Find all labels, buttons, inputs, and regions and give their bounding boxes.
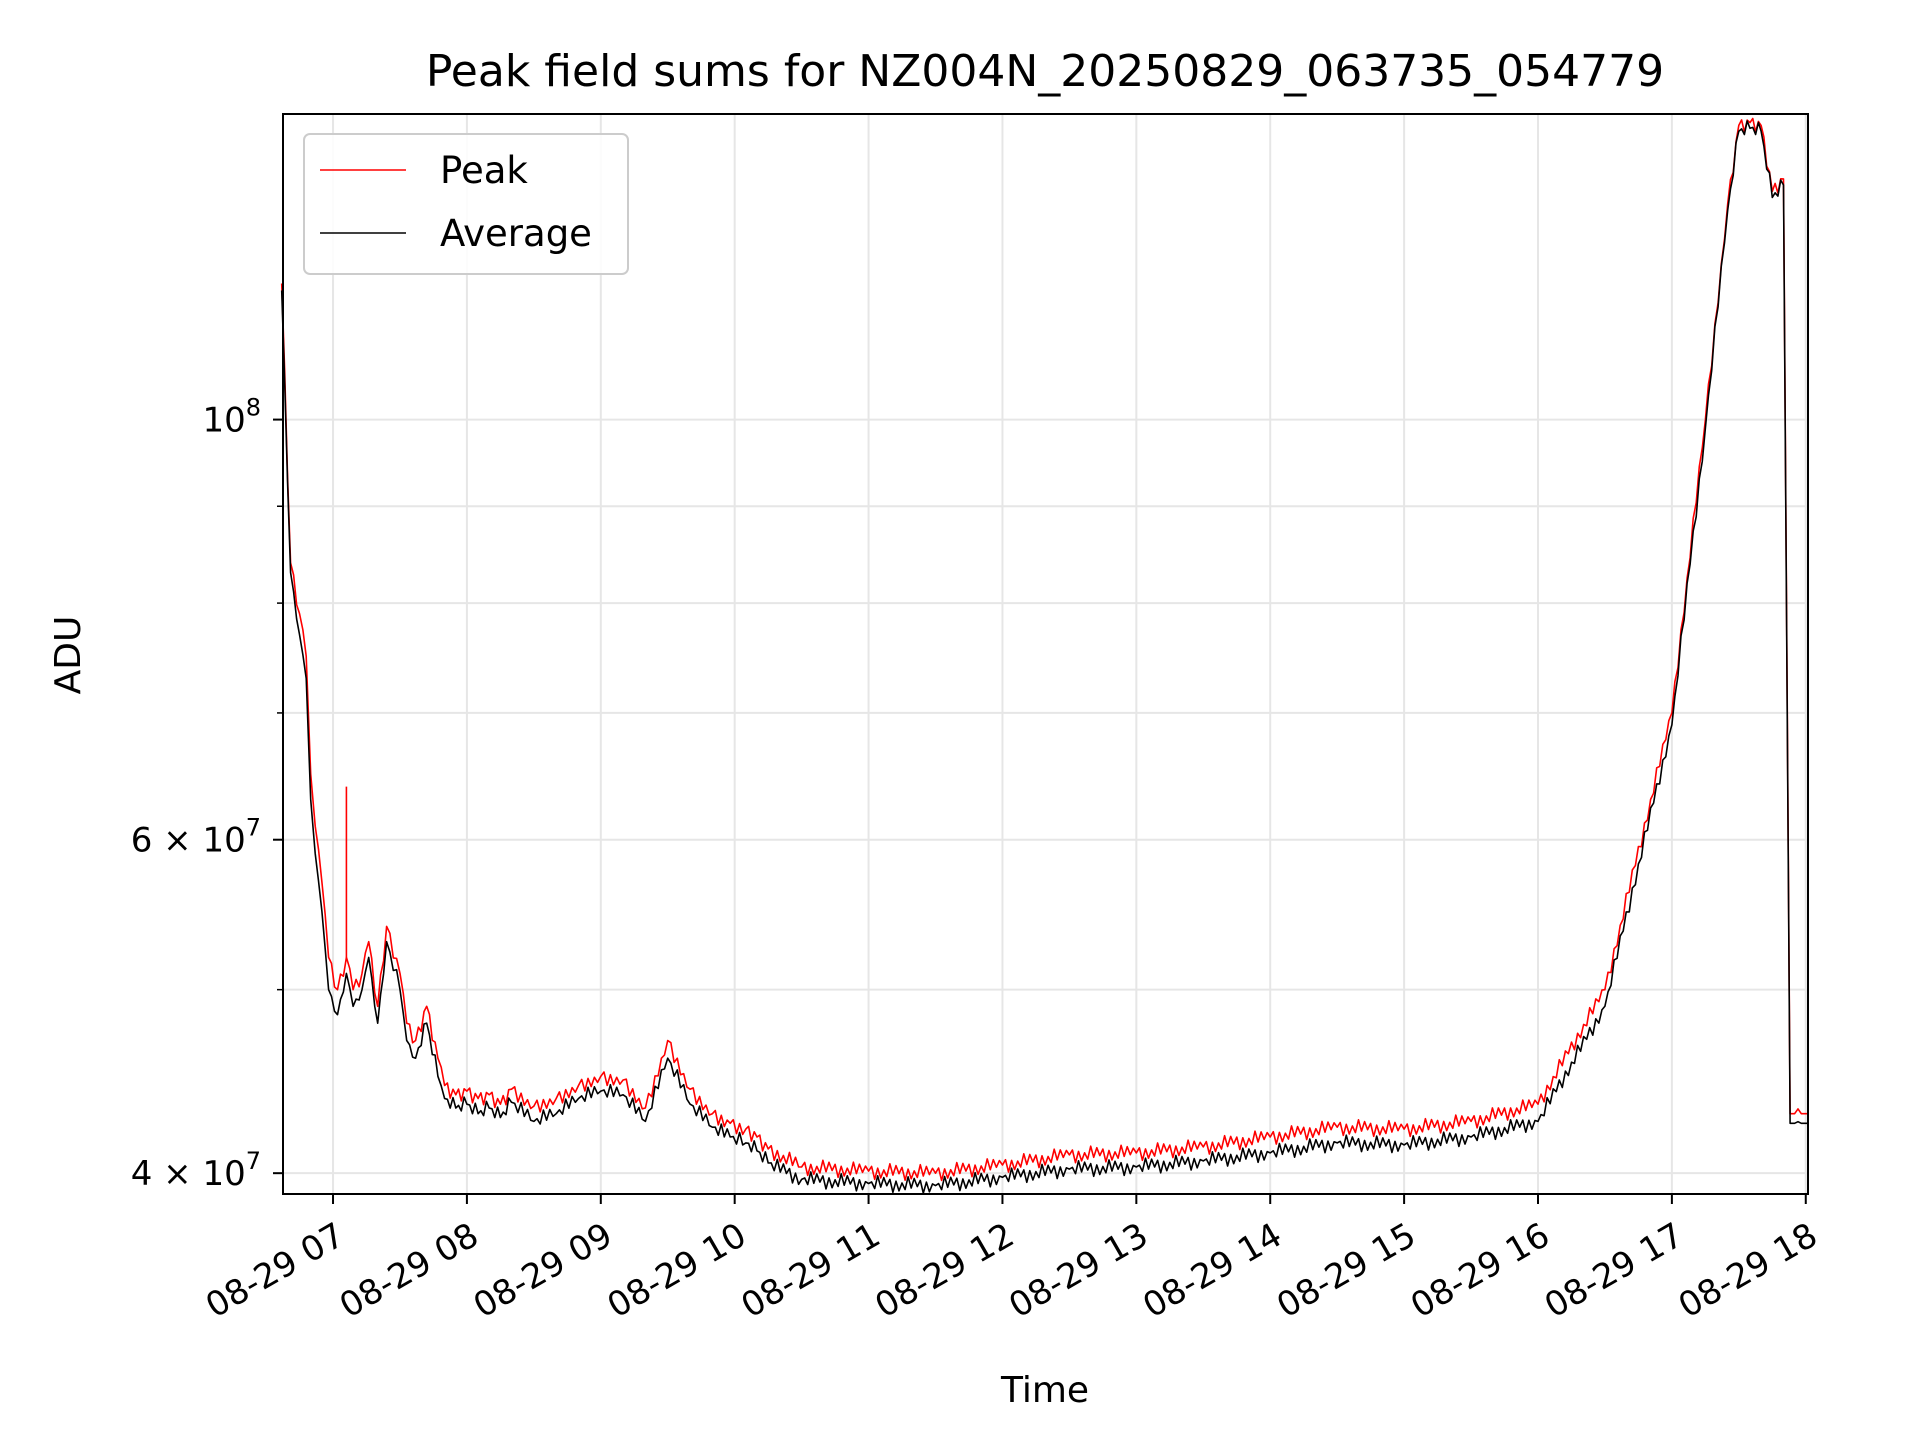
legend-box [303,133,629,275]
x-tick-label: 08-29 16 [1404,1215,1556,1326]
x-axis-label: Time [1000,1370,1089,1411]
x-tick-label: 08-29 11 [735,1215,887,1326]
x-tick-label: 08-29 07 [199,1215,351,1326]
x-tick-label: 08-29 14 [1136,1215,1288,1326]
x-tick-label: 08-29 17 [1538,1215,1690,1326]
y-axis-label: ADU [48,616,89,695]
x-tick-label: 08-29 08 [333,1215,485,1326]
x-tick-label: 08-29 12 [869,1215,1021,1326]
y-axis: 108 6 × 107 4 × 107 [131,394,283,1194]
y-tick-label: 108 [202,394,261,441]
x-tick-label: 08-29 13 [1002,1215,1154,1326]
legend-label-average: Average [440,212,592,255]
series-line-peak [280,117,1808,1182]
x-tick-label: 08-29 15 [1270,1215,1422,1326]
legend: Peak Average [303,133,629,275]
x-tick-label: 08-29 18 [1672,1215,1824,1326]
chart-title: Peak field sums for NZ004N_20250829_0637… [426,46,1664,97]
y-tick-label: 6 × 107 [131,814,261,861]
grid [283,114,1808,1194]
x-tick-label: 08-29 09 [467,1215,619,1326]
series-line-average [280,120,1808,1194]
plot-frame [282,113,1809,1195]
series-layer [280,117,1808,1194]
x-tick-label: 08-29 10 [601,1215,753,1326]
y-tick-label: 4 × 107 [131,1147,261,1194]
legend-label-peak: Peak [440,149,528,192]
